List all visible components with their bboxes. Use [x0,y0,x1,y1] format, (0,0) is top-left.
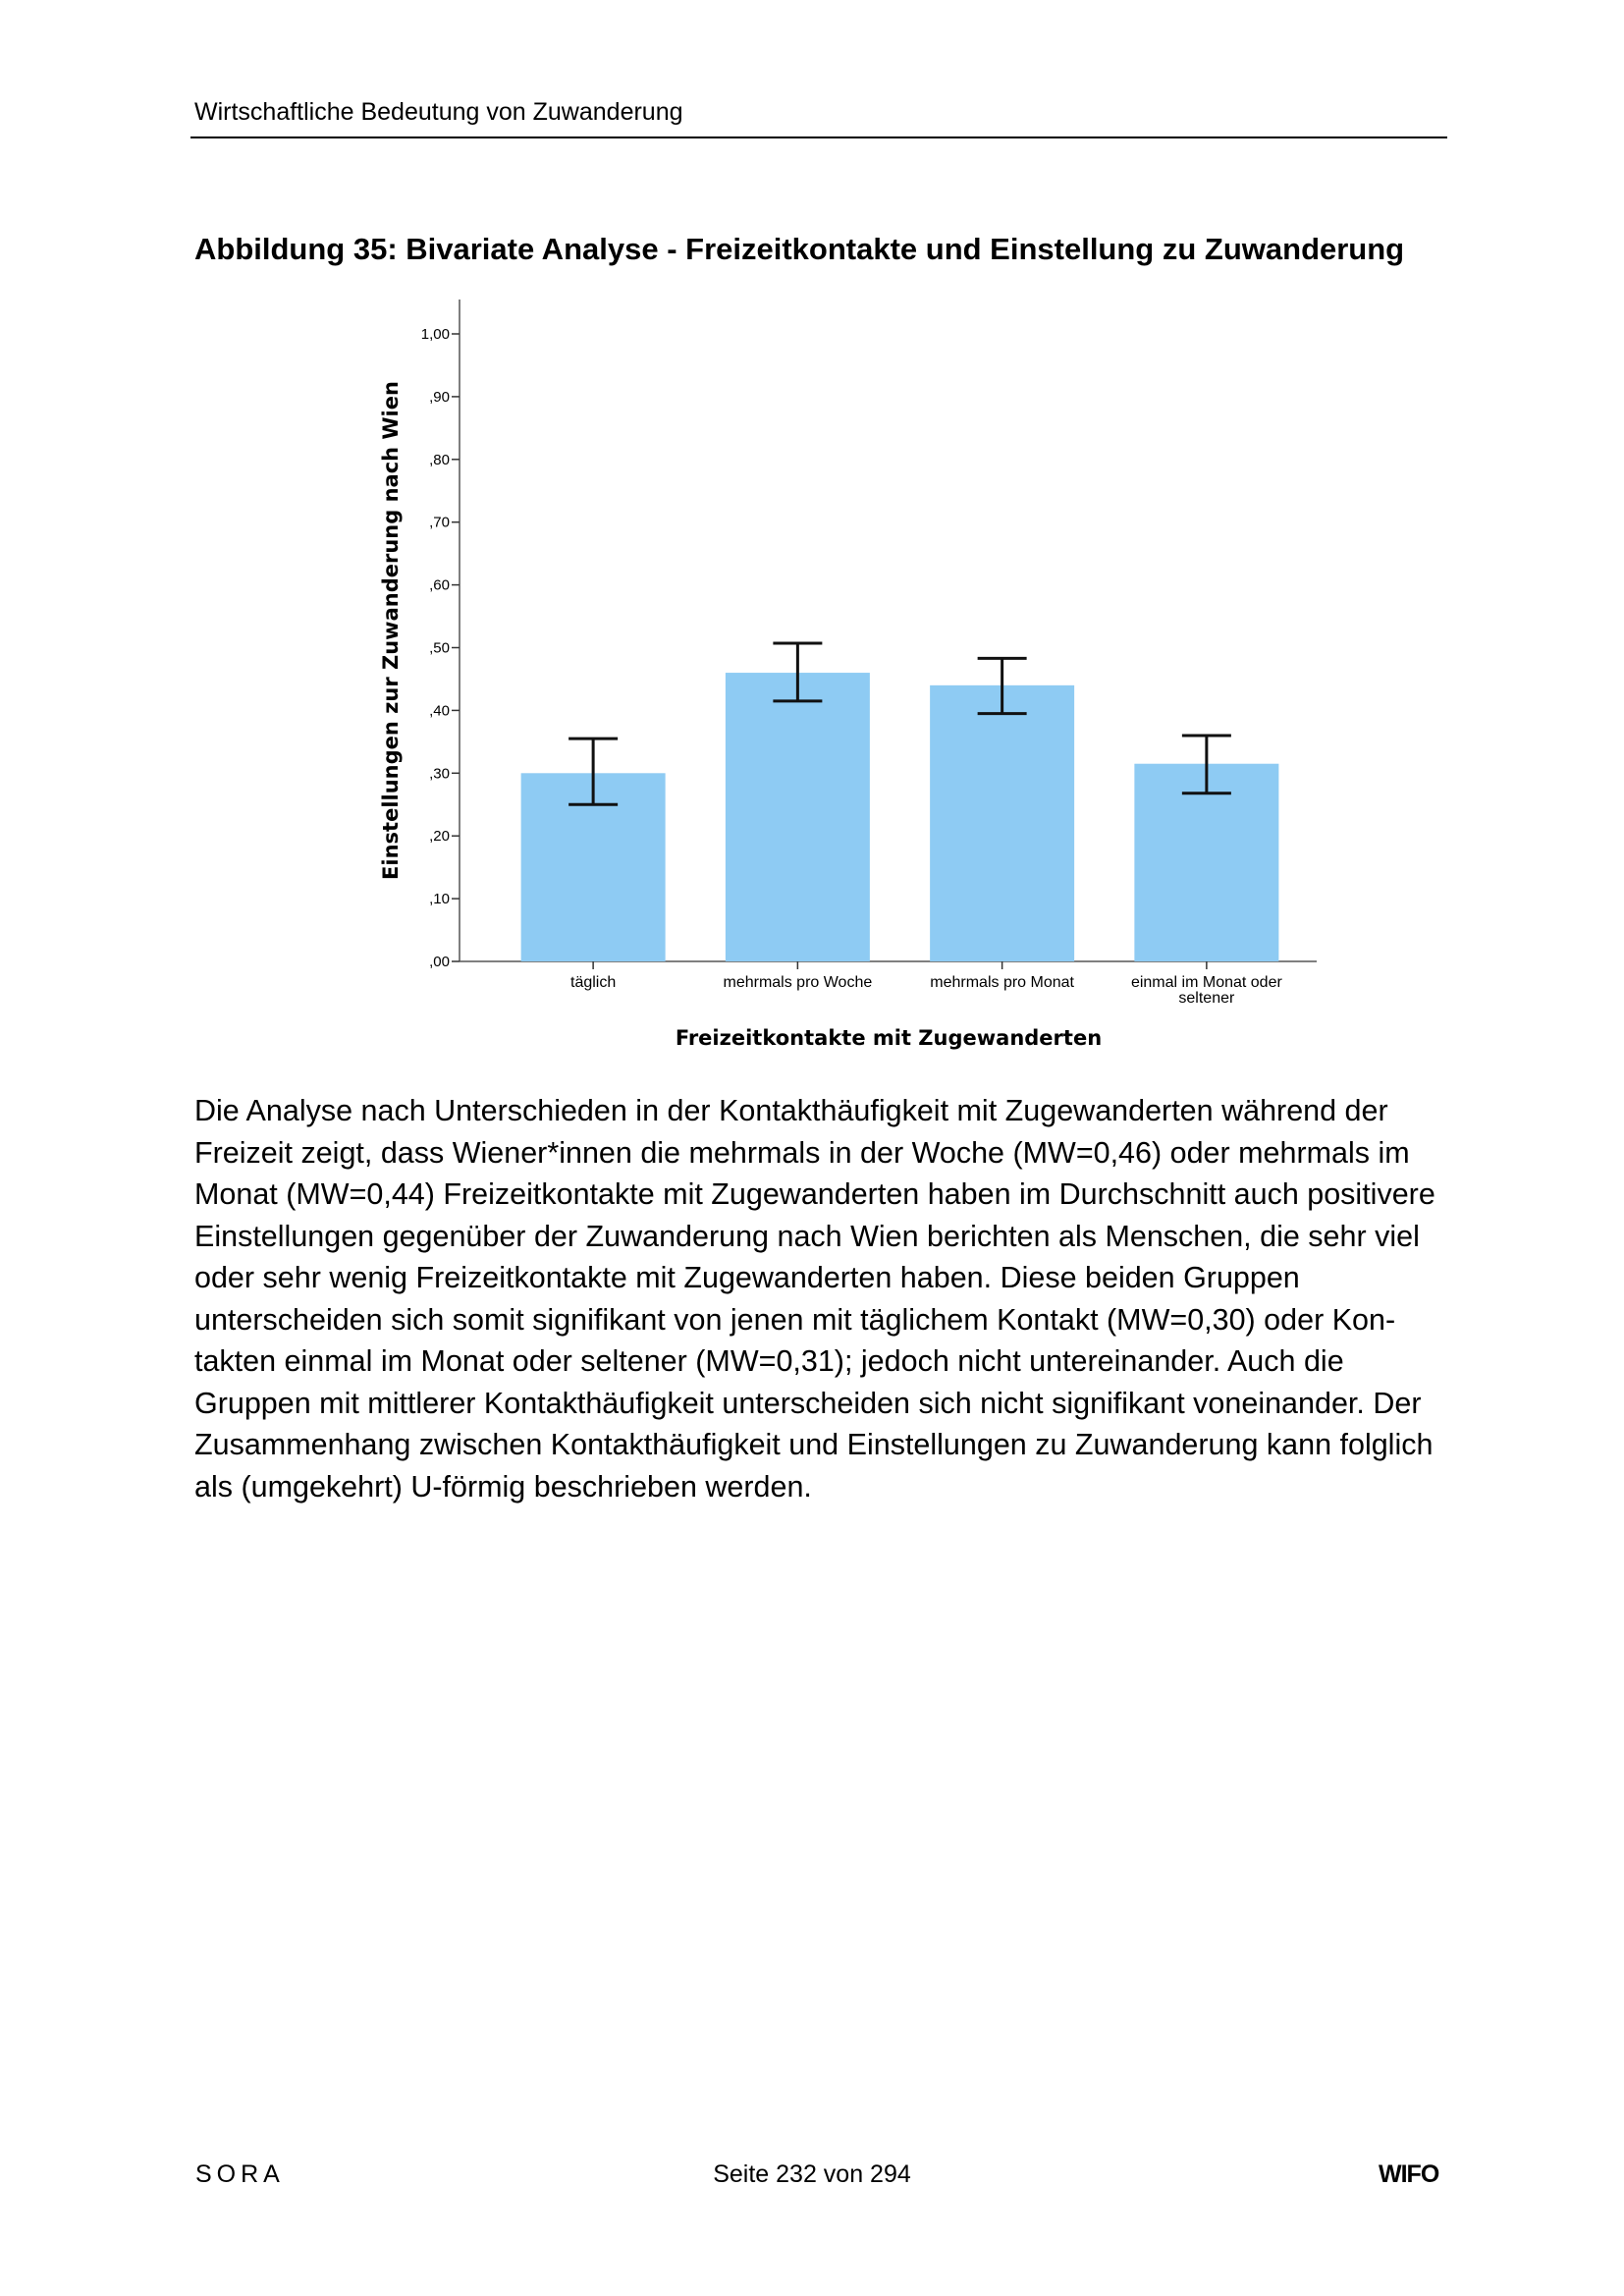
y-tick-label: ,50 [429,640,450,657]
y-tick-label: ,00 [429,954,450,970]
running-header: Wirtschaftliche Bedeutung von Zuwanderun… [194,98,683,126]
footer-left-logo: SORA [195,2160,285,2188]
y-tick-label: ,30 [429,765,450,782]
header-rule [190,137,1447,138]
x-axis-title: Freizeitkontakte mit Zugewanderten [676,1026,1102,1050]
y-tick-label: ,70 [429,515,450,531]
x-tick-label: einmal im Monat oder [1131,974,1283,991]
x-tick-label: täglich [570,974,616,991]
bar-chart: ,00 ,10 ,20 ,30 ,40 ,50 ,60 ,70 ,80 ,90 1,00 täglic… [379,300,1317,1050]
y-tick-label: ,20 [429,828,450,845]
footer-right-logo: WIFO [1379,2160,1439,2188]
body-text: Die Analyse nach Unterschieden in der Ko… [194,1090,1461,1507]
page-number: Seite 232 von 294 [713,2160,911,2188]
y-tick-label: ,90 [429,389,450,406]
figure-caption: Abbildung 35: Bivariate Analyse - Freize… [194,232,1405,266]
y-tick-label: ,10 [429,891,450,907]
x-tick-label: mehrmals pro Monat [930,974,1074,991]
y-tick-label: ,40 [429,702,450,719]
body-paragraph: Die Analyse nach Unterschieden in der Ko… [194,1094,1435,1503]
x-tick-label: seltener [1178,990,1235,1007]
y-tick-label: ,80 [429,452,450,468]
bar [930,684,1075,961]
y-tick-label: ,60 [429,577,450,594]
y-axis-title: Einstellungen zur Zuwanderung nach Wien [379,381,403,880]
bar [725,673,870,961]
x-tick-label: mehrmals pro Woche [723,974,872,991]
y-tick-label: 1,00 [421,326,450,343]
bar [1134,763,1279,961]
